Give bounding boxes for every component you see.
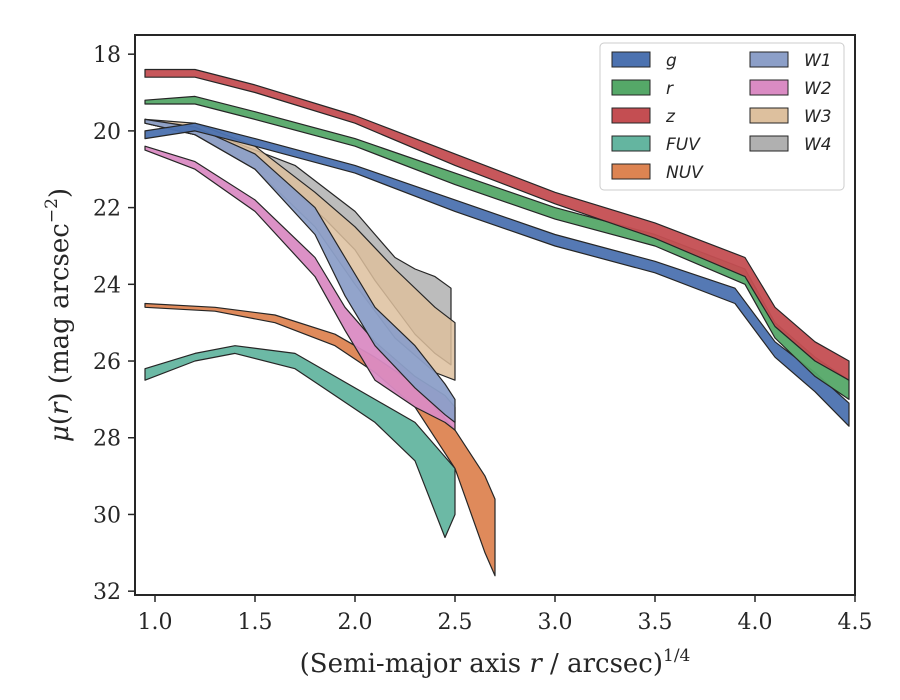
x-tick-label: 4.5 xyxy=(838,610,873,635)
plot-frame xyxy=(134,34,856,596)
y-axis-title-mu: μ xyxy=(45,425,75,442)
legend-swatch-w2 xyxy=(749,79,789,96)
band-nuv xyxy=(144,302,496,577)
legend-label-w3: W3 xyxy=(804,107,832,127)
y-axis-ticks: 18 20 22 24 26 28 30 32 xyxy=(93,43,135,605)
band-w1 xyxy=(144,118,456,423)
x-tick-label: 2.5 xyxy=(438,610,473,635)
y-tick-label: 26 xyxy=(93,350,121,375)
y-tick-label: 20 xyxy=(93,120,121,145)
y-axis-title-close: ) xyxy=(45,392,75,402)
x-tick-label: 3.5 xyxy=(638,610,673,635)
y-axis-title-var: r xyxy=(45,401,75,415)
x-tick-label: 4.0 xyxy=(738,610,773,635)
y-tick-label: 24 xyxy=(93,273,121,298)
y-axis-title-sup: −2 xyxy=(42,198,62,223)
legend-swatch-g xyxy=(611,51,651,68)
legend-label-w2: W2 xyxy=(804,79,832,99)
y-axis-title-open: ( xyxy=(45,415,75,425)
legend-swatch-z xyxy=(611,107,651,124)
y-tick-label: 28 xyxy=(93,427,121,452)
x-axis-title-post: / arcsec) xyxy=(542,649,663,679)
legend-label-g: g xyxy=(666,51,677,71)
legend-label-z: z xyxy=(665,107,676,127)
legend-swatch-fuv xyxy=(611,135,651,152)
legend: grz FUV NUV W1 W2 W3 W4 xyxy=(599,42,845,191)
x-tick-label: 3.0 xyxy=(538,610,573,635)
x-axis-title: (Semi-major axis r / arcsec)1/4 xyxy=(300,646,691,679)
legend-swatch-w3 xyxy=(749,107,789,124)
band-z xyxy=(144,68,850,381)
legend-label-r: r xyxy=(666,79,674,99)
y-tick-label: 32 xyxy=(93,580,121,605)
y-axis-title-end: ) xyxy=(45,188,75,198)
band-w2 xyxy=(144,145,456,431)
x-axis-title-sup: 1/4 xyxy=(663,646,690,666)
legend-swatch-w1 xyxy=(749,51,789,68)
legend-label-fuv: FUV xyxy=(666,135,701,155)
legend-label-w4: W4 xyxy=(804,135,832,155)
y-tick-label: 22 xyxy=(93,197,121,222)
legend-label-w1: W1 xyxy=(804,51,832,71)
y-axis-title: μ(r) (mag arcsec−2) xyxy=(42,188,75,442)
x-tick-label: 1.0 xyxy=(138,610,173,635)
legend-swatch-w4 xyxy=(749,135,789,152)
x-axis-title-pre: (Semi-major axis xyxy=(300,649,530,679)
legend-label-nuv: NUV xyxy=(666,163,704,183)
legend-swatch-r xyxy=(611,79,651,96)
y-tick-label: 18 xyxy=(93,43,121,68)
x-tick-label: 1.5 xyxy=(238,610,273,635)
band-fuv xyxy=(144,345,456,539)
profile-bands xyxy=(144,68,850,577)
x-tick-label: 2.0 xyxy=(338,610,373,635)
legend-swatch-nuv xyxy=(611,163,651,180)
y-tick-label: 30 xyxy=(93,503,121,528)
band-r xyxy=(144,95,850,400)
y-axis-title-units: (mag arcsec xyxy=(45,223,75,392)
x-axis-title-var: r xyxy=(529,649,543,679)
band-g xyxy=(144,122,850,427)
x-axis-ticks: 1.0 1.5 2.0 2.5 3.0 3.5 4.0 4.5 xyxy=(138,595,873,635)
